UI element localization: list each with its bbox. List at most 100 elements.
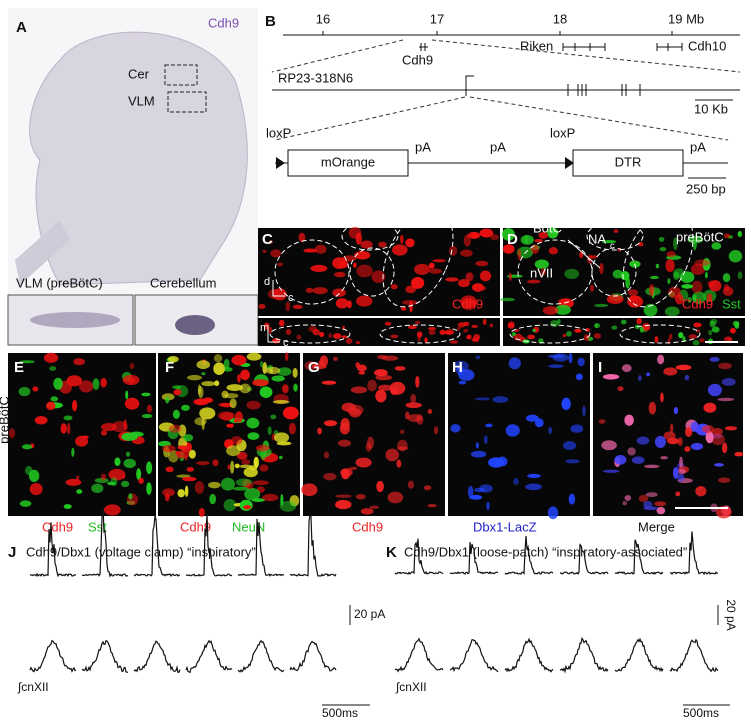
cell	[407, 480, 415, 489]
cell	[371, 270, 386, 283]
cell	[670, 423, 674, 434]
cell	[404, 411, 410, 420]
cell	[449, 340, 459, 344]
cell	[255, 444, 270, 452]
cell	[468, 334, 472, 340]
cell	[660, 456, 669, 460]
cell	[355, 493, 366, 500]
cell	[252, 379, 269, 387]
cell	[272, 288, 287, 301]
stain	[30, 312, 120, 328]
axis-label: m	[260, 322, 269, 334]
cell	[367, 379, 377, 392]
cell	[34, 415, 48, 425]
cell	[444, 331, 454, 335]
cell	[675, 293, 684, 305]
cell	[638, 494, 649, 503]
cell	[718, 477, 731, 483]
cell	[428, 262, 435, 269]
cell	[246, 400, 261, 410]
cell	[557, 319, 561, 324]
cell	[575, 373, 583, 381]
region-label: VLM	[128, 93, 155, 108]
cell	[679, 456, 683, 469]
cell	[475, 260, 489, 267]
cell	[645, 492, 658, 498]
cell	[338, 260, 349, 269]
cell	[400, 306, 407, 311]
cell	[705, 431, 714, 444]
cell	[323, 451, 330, 459]
cell	[19, 360, 35, 364]
cell	[723, 233, 731, 239]
cell	[673, 407, 679, 415]
cell	[110, 477, 118, 487]
cell	[732, 320, 740, 327]
trace	[133, 515, 181, 578]
cell	[279, 455, 283, 460]
cell	[672, 467, 679, 479]
trace	[394, 538, 444, 575]
cell	[223, 358, 230, 369]
scale-label: 20 pA	[354, 607, 385, 621]
trace	[669, 531, 719, 576]
cell	[613, 229, 619, 234]
cell	[424, 337, 428, 343]
cell	[19, 500, 32, 507]
cell	[416, 331, 423, 338]
cell	[314, 244, 327, 254]
stain-label: Sst	[722, 296, 741, 311]
cell	[392, 244, 408, 256]
gene-label: Cdh10	[688, 38, 726, 53]
construct-label: loxP	[550, 125, 575, 140]
region-label: nVII	[530, 265, 553, 280]
cell	[636, 317, 642, 325]
cell	[548, 247, 558, 255]
scale-label: 500ms	[322, 706, 358, 720]
cell	[450, 423, 461, 433]
cell	[124, 397, 140, 410]
cell	[704, 271, 708, 279]
cell	[177, 445, 190, 450]
cell	[194, 481, 205, 494]
cell	[220, 412, 234, 421]
cell	[665, 259, 675, 272]
cell	[375, 374, 393, 381]
gene-label: Cdh9	[208, 15, 239, 30]
loxp	[565, 157, 574, 169]
cell	[332, 333, 342, 339]
cell	[475, 355, 481, 360]
cell	[268, 240, 273, 245]
cell	[562, 333, 567, 338]
cell	[467, 231, 481, 239]
cell	[694, 259, 711, 267]
cell	[298, 232, 306, 243]
cell	[566, 330, 572, 337]
cell	[627, 447, 636, 456]
cell	[201, 381, 216, 387]
cell	[643, 303, 658, 317]
cell	[483, 435, 488, 445]
cell	[136, 468, 142, 481]
cell	[636, 436, 650, 445]
cell	[172, 409, 180, 419]
cell	[76, 475, 80, 481]
axis-label: d	[264, 276, 270, 288]
trace	[504, 637, 554, 673]
cell	[177, 489, 185, 498]
cell	[684, 446, 691, 452]
cell	[502, 228, 515, 241]
scale-label: 500ms	[683, 706, 719, 720]
trace	[394, 637, 444, 673]
cell	[73, 358, 85, 366]
traces	[29, 506, 719, 674]
stain-label: Cdh9	[352, 519, 383, 534]
cell	[198, 386, 204, 399]
cell	[602, 469, 620, 473]
cell	[654, 435, 666, 449]
cell	[568, 493, 576, 505]
cell	[335, 499, 352, 510]
cell	[505, 424, 520, 437]
cell	[259, 361, 264, 368]
cell	[262, 493, 279, 502]
